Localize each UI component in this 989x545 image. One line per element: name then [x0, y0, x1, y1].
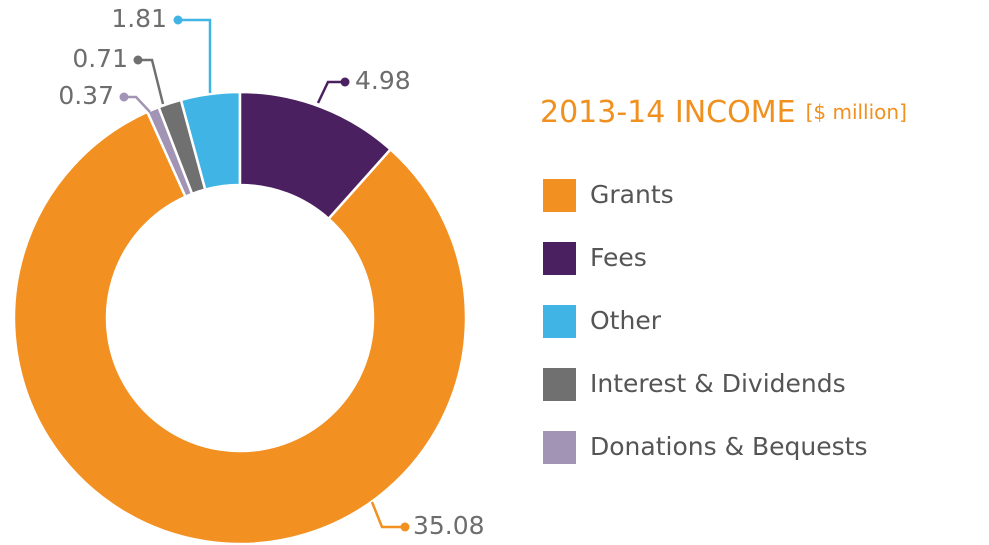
legend-label: Grants	[590, 180, 674, 209]
leader-dot	[400, 522, 410, 532]
title: 2013-14 INCOME	[540, 95, 796, 130]
donut-segment	[12, 110, 468, 545]
legend-label: Donations & Bequests	[590, 432, 868, 461]
legend-swatch	[543, 305, 576, 338]
leader-line	[138, 58, 165, 105]
chart-title: 2013-14 INCOME [$ million]	[540, 95, 907, 130]
legend-swatch	[543, 431, 576, 464]
leader-line	[124, 95, 151, 113]
value-label: 35.08	[413, 511, 485, 540]
value-label: 4.98	[355, 66, 411, 95]
legend-label: Other	[590, 306, 662, 335]
subtitle: [$ million]	[806, 100, 907, 124]
legend-swatch	[543, 242, 576, 275]
value-label: 0.71	[72, 44, 128, 73]
leader-line	[370, 501, 405, 529]
value-label: 0.37	[58, 81, 114, 110]
leader-line	[316, 80, 345, 104]
legend-label: Fees	[590, 243, 647, 272]
leader-dot	[340, 77, 350, 87]
leader-dot	[119, 92, 129, 102]
leader-dot	[133, 55, 143, 65]
leader-line	[178, 18, 212, 93]
leader-dot	[173, 15, 183, 25]
value-label: 1.81	[111, 4, 167, 33]
legend-label: Interest & Dividends	[590, 369, 846, 398]
legend-swatch	[543, 179, 576, 212]
donut-segment	[238, 90, 393, 221]
legend-swatch	[543, 368, 576, 401]
